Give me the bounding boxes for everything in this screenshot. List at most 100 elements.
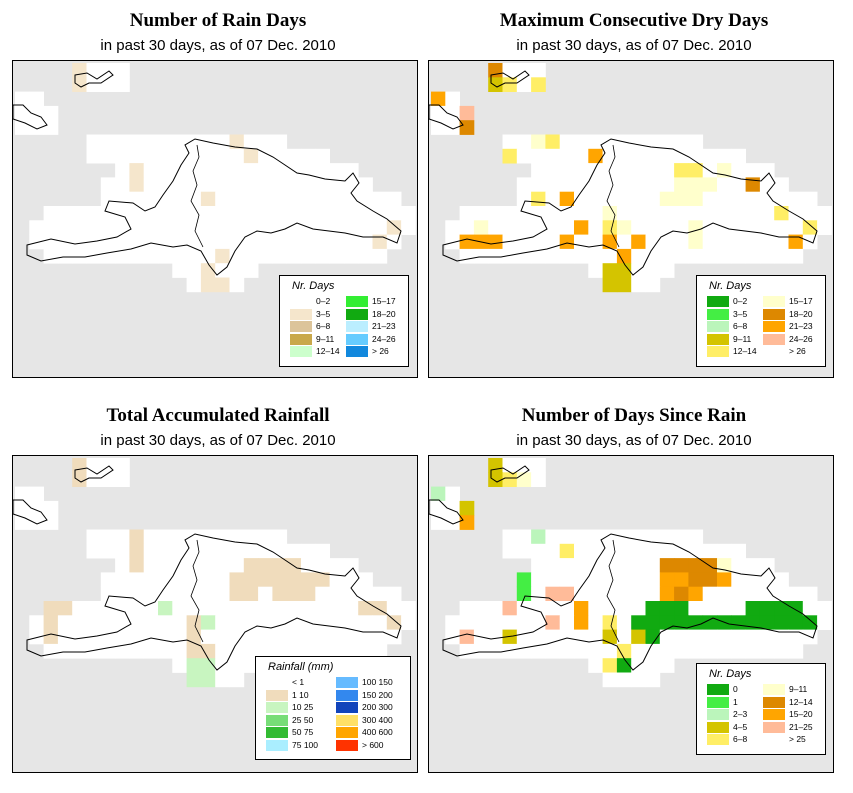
map-canvas <box>13 63 416 293</box>
grid-cell <box>315 191 330 207</box>
grid-cell <box>616 672 632 688</box>
grid-cell <box>645 572 661 588</box>
panel-dry-days: Maximum Consecutive Dry Days in past 30 … <box>428 0 840 380</box>
legend-label: 6–8 <box>316 321 331 331</box>
legend-swatch <box>707 333 729 345</box>
grid-cell <box>631 206 646 221</box>
grid-cell <box>229 629 245 645</box>
grid-cell <box>286 615 302 630</box>
grid-cell <box>574 572 589 588</box>
grid-cell <box>588 586 603 602</box>
grid-cell <box>172 558 187 573</box>
grid-cell <box>358 615 373 630</box>
grid-cell <box>158 529 173 545</box>
grid-cell <box>431 91 446 107</box>
grid-cell <box>502 629 518 645</box>
grid-cell <box>659 148 675 164</box>
grid-cell <box>545 529 561 545</box>
grid-cell <box>745 234 761 250</box>
grid-cell <box>659 572 675 588</box>
grid-cell <box>602 643 618 659</box>
grid-cell <box>172 206 187 221</box>
grid-cell <box>674 629 689 645</box>
grid-cell <box>545 543 561 559</box>
grid-cell <box>488 629 503 645</box>
grid-cell <box>215 134 230 150</box>
grid-cell <box>329 586 345 602</box>
grid-cell <box>559 134 575 150</box>
grid-cell <box>531 206 546 221</box>
legend-title: Nr. Days <box>292 280 335 292</box>
grid-cell <box>158 572 173 588</box>
grid-cell <box>372 643 388 659</box>
grid-cell <box>272 601 288 616</box>
grid-cell <box>574 134 589 150</box>
grid-cell <box>115 529 130 545</box>
grid-cell <box>731 558 746 573</box>
grid-cell <box>172 615 187 630</box>
grid-cell <box>215 163 230 178</box>
grid-cell <box>488 615 503 630</box>
grid-cell <box>731 248 746 264</box>
grid-cell <box>186 206 202 221</box>
grid-cell <box>286 572 302 588</box>
grid-cell <box>43 120 59 135</box>
grid-cell <box>602 629 618 645</box>
grid-cell <box>115 63 130 78</box>
grid-cell <box>502 529 518 545</box>
grid-cell <box>129 629 145 645</box>
grid-cell <box>358 220 373 235</box>
grid-cell <box>129 191 145 207</box>
grid-cell <box>602 206 618 221</box>
grid-cell <box>631 134 646 150</box>
grid-cell <box>774 586 789 602</box>
grid-cell <box>215 586 230 602</box>
grid-cell <box>645 543 661 559</box>
legend-swatch <box>707 684 729 695</box>
grid-cell <box>731 234 746 250</box>
grid-cell <box>158 586 173 602</box>
grid-cell <box>72 206 87 221</box>
grid-cell <box>774 615 789 630</box>
grid-cell <box>759 558 775 573</box>
grid-cell <box>215 572 230 588</box>
grid-cell <box>802 191 818 207</box>
grid-cell <box>559 586 575 602</box>
grid-cell <box>731 177 746 193</box>
coastline <box>74 465 114 483</box>
grid-cell <box>502 148 518 164</box>
grid-cell <box>531 234 546 250</box>
legend-swatch <box>707 696 729 708</box>
grid-cell <box>488 234 503 250</box>
grid-cell <box>100 77 116 92</box>
grid-cell <box>788 248 804 264</box>
legend-label: 9–11 <box>733 333 752 344</box>
grid-cell <box>516 177 532 193</box>
grid-cell <box>516 629 532 645</box>
grid-cell <box>659 643 675 659</box>
grid-cell <box>774 572 789 588</box>
grid-cell <box>774 177 789 193</box>
grid-cell <box>243 558 259 573</box>
grid-cell <box>602 277 618 293</box>
grid-cell <box>531 77 546 92</box>
grid-cell <box>158 601 173 616</box>
grid-cell <box>115 472 130 487</box>
grid-cell <box>488 206 503 221</box>
grid-cell <box>15 105 30 121</box>
legend-label: 18–20 <box>789 308 813 319</box>
legend-label: 400 600 <box>362 727 393 737</box>
grid-cell <box>129 234 145 250</box>
grid-cell <box>158 248 173 264</box>
grid-cell <box>559 529 575 545</box>
legend-swatch <box>266 677 288 688</box>
grid-cell <box>243 629 259 645</box>
coastline <box>429 499 464 525</box>
grid-cell <box>158 615 173 630</box>
grid-cell <box>272 177 288 193</box>
legend-swatch <box>266 702 288 713</box>
legend-label: 200 300 <box>362 702 393 712</box>
grid-cell <box>172 134 187 150</box>
grid-cell <box>215 529 230 545</box>
grid-cell <box>129 248 145 264</box>
